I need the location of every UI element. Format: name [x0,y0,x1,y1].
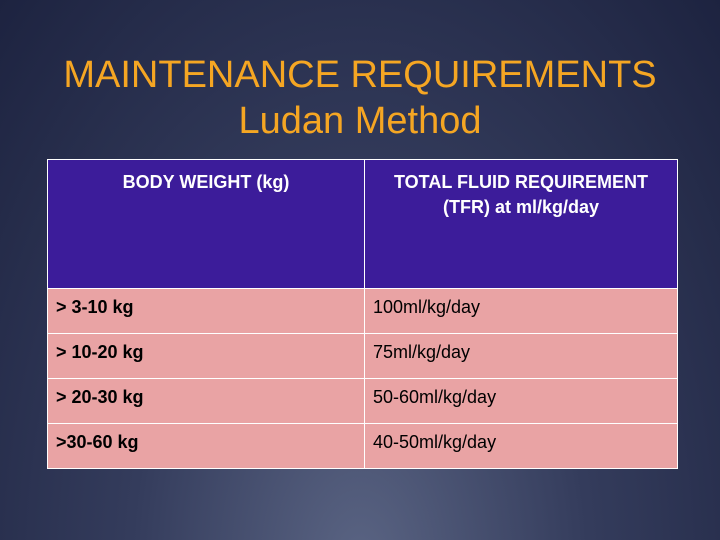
cell: 75ml/kg/day [364,333,678,379]
header-cell: BODY WEIGHT (kg) [47,159,365,289]
row: > 3-10 kg 100ml/kg/day [47,288,678,334]
subtitle: Ludan Method [238,100,482,142]
header-row: BODY WEIGHT (kg) TOTAL FLUID REQUIREMENT… [47,159,678,289]
row: > 10-20 kg 75ml/kg/day [47,333,678,379]
cell: 50-60ml/kg/day [364,378,678,424]
table: BODY WEIGHT (kg) TOTAL FLUID REQUIREMENT… [47,159,678,469]
row: >30-60 kg 40-50ml/kg/day [47,423,678,469]
cell: 40-50ml/kg/day [364,423,678,469]
title-line: MAINTENANCE REQUIREMENTS [63,54,657,96]
title: MAINTENANCE REQUIREMENTS Ludan Method [0,52,720,144]
cell: 100ml/kg/day [364,288,678,334]
cell: > 20-30 kg [47,378,365,424]
row: > 20-30 kg 50-60ml/kg/day [47,378,678,424]
cell: > 10-20 kg [47,333,365,379]
cell: >30-60 kg [47,423,365,469]
cell: > 3-10 kg [47,288,365,334]
header-cell: TOTAL FLUID REQUIREMENT (TFR) at ml/kg/d… [364,159,678,289]
